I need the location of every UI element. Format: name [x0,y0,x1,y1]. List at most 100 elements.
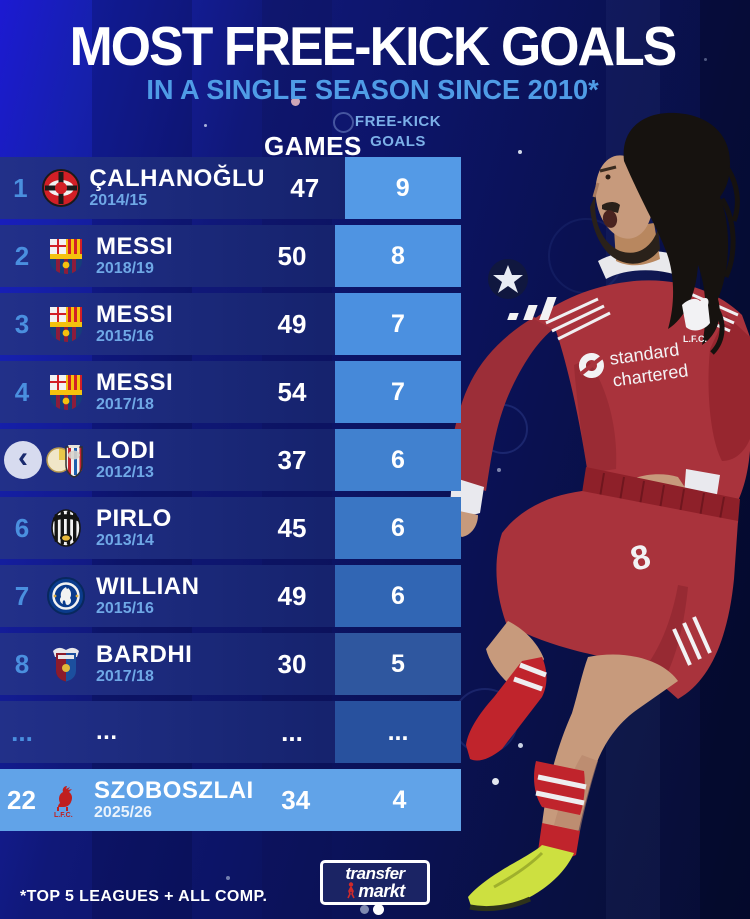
club-badge-bayer-leverkusen-icon [41,169,82,207]
player-name: LODI [96,436,156,464]
player-name: ÇALHANOĞLU [89,164,265,192]
club-badge-barcelona-icon [44,373,88,411]
goals-cell: 5 [335,633,461,695]
season-label: 2025/26 [94,804,152,822]
carousel-dot-active[interactable] [373,904,384,915]
column-header-goals: FREE-KICK GOALS [354,113,442,151]
rank-label: 6 [14,512,30,543]
rank-label: 4 [14,376,30,407]
player-name: MESSI [96,368,174,396]
season-label: 2014/15 [89,192,148,210]
player-name: MESSI [96,232,174,260]
column-header-games: GAMES [264,131,362,161]
season-label: 2015/16 [96,600,154,618]
shorts [496,491,738,699]
rank-label: 7 [14,580,30,611]
logo-text-markt: markt [358,881,405,901]
hair [623,112,730,345]
table-row: 4 MESSI 2017/18 54 7 [0,361,461,423]
nose [592,182,600,198]
player-name: ... [96,717,118,745]
carousel-dot[interactable] [360,905,369,914]
club-badge-barcelona-icon [44,237,88,275]
table-row: 6 PIRLO 2013/14 45 6 [0,497,461,559]
season-label: 2018/19 [96,260,154,278]
games-value: 47 [290,172,320,203]
page-subtitle: IN A SINGLE SEASON SINCE 2010* [146,74,599,105]
goals-cell: 4 [392,785,407,814]
games-value: 49 [277,580,307,611]
badge-caption: L.F.C. [54,812,73,819]
logo-text-transfer: transfer [345,864,405,883]
beard [590,193,660,264]
particle-dot [226,876,230,880]
club-badge-juventus-icon [44,509,88,547]
season-label: 2015/16 [96,328,154,346]
boot-lace-line [493,851,544,889]
player-name: BARDHI [96,640,193,668]
table-row-highlighted: 22 L.F.C. SZOBOSZLAI 2025/26 34 4 [0,769,461,831]
jersey-right-sleeve [708,315,750,461]
goals-cell: 6 [335,429,461,491]
season-label: 2017/18 [96,396,154,414]
goals-cell: 6 [335,565,461,627]
player-name: SZOBOSZLAI [94,776,254,804]
jersey-shading [574,359,617,473]
sponsor-mark-icon [578,353,604,379]
ucl-starball [493,265,523,293]
left-sock-stripes [513,662,547,692]
shorts-shading [644,585,688,687]
season-label: 2017/18 [96,668,154,686]
transfermarkt-logo: transfer markt [320,860,430,905]
player-name: PIRLO [96,504,172,532]
liverpool-crest-icon: L.F.C. [682,298,710,344]
table-row-ellipsis: ... ... ... ... [0,701,461,763]
boot-sole [469,896,532,912]
games-value: ... [281,716,303,747]
page-title: MOST FREE-KICK GOALS [69,15,678,77]
waistband-ribs [599,472,725,520]
table-row: 2 MESSI 2018/19 50 8 [0,225,461,287]
goals-cell: 7 [335,361,461,423]
table-row: 8 BARDHI 2017/18 30 5 [0,633,461,695]
rank-label: 3 [14,308,30,339]
adidas-chest-logo-icon [507,297,557,320]
sponsor-mark-slash [579,355,604,376]
goals-cell: 8 [335,225,461,287]
rank-label: 2 [14,240,30,271]
player-name: WILLIAN [96,572,200,600]
open-mouth [602,210,618,228]
eyebrow [599,165,617,173]
rank-label: ... [11,716,33,747]
logo-player-figure-icon [347,882,355,899]
mustache [602,202,620,213]
club-badge-levante-icon [44,645,88,683]
rank-label: 8 [14,648,30,679]
games-value: 49 [277,308,307,339]
club-badge-barcelona-icon [44,305,88,343]
table-row: 7 WILLIAN 2015/16 49 6 [0,565,461,627]
footnote: *TOP 5 LEAGUES + ALL COMP. [20,888,268,905]
particle-dot [204,124,207,127]
table-row: 3 MESSI 2015/16 49 7 [0,293,461,355]
hair-strands [710,167,740,355]
table-row: 1 ÇALHANOĞLU 2014/15 47 9 [0,157,461,219]
goals-cell: 9 [344,157,461,219]
goals-cell: ... [335,701,461,763]
games-value: 45 [277,512,307,543]
goals-cell: 6 [335,497,461,559]
prev-arrow-button[interactable]: ‹ [4,441,42,479]
boot [468,845,574,911]
season-label: 2013/14 [96,532,154,550]
season-label: 2012/13 [96,464,154,482]
goals-cell: 7 [335,293,461,355]
games-value: 34 [281,784,311,815]
ranking-table: 1 ÇALHANOĞLU 2014/15 47 9 2 MESSI 2018/19 … [0,157,461,837]
games-value: 50 [277,240,307,271]
right-sock-stripes [535,774,587,806]
games-value: 30 [277,648,307,679]
club-badge-liverpool-icon: L.F.C. [43,781,86,819]
jersey-torso [534,280,750,501]
